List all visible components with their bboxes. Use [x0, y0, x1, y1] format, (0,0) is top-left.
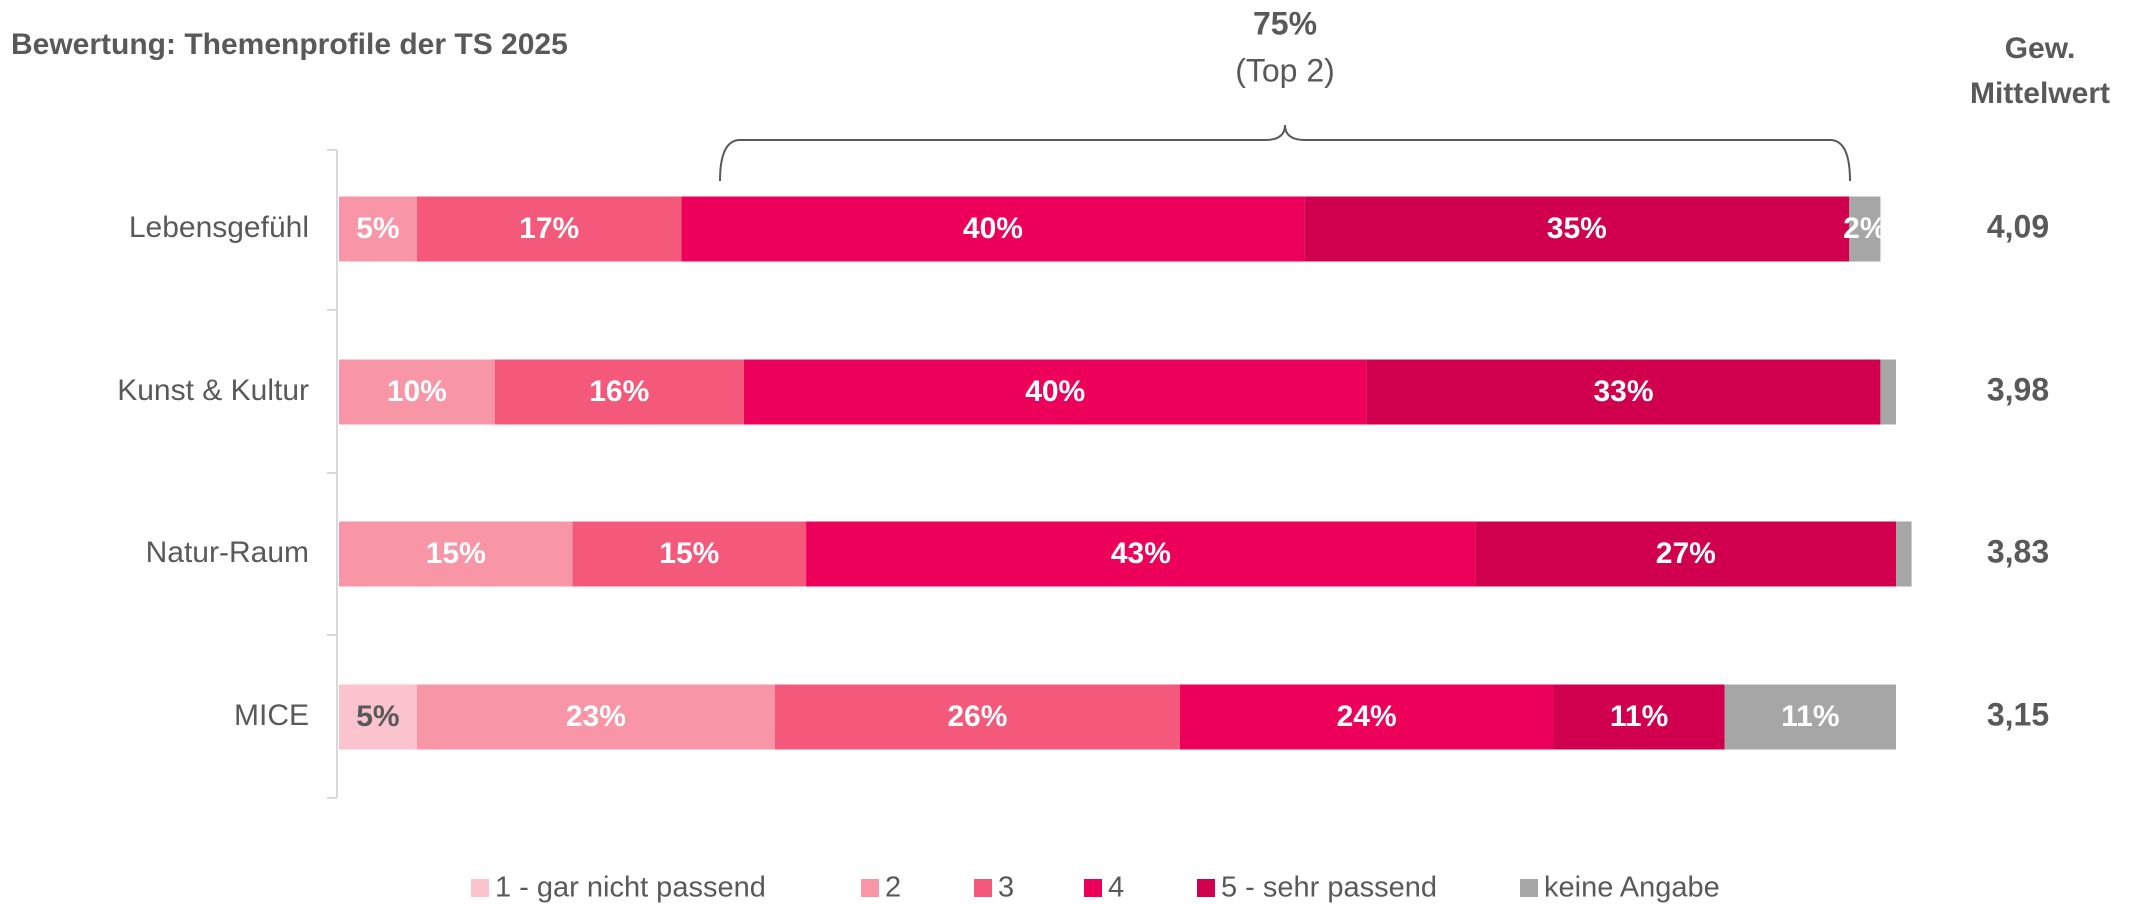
bar-segment	[1896, 521, 1912, 587]
bar-segment	[339, 684, 417, 750]
legend-swatch	[861, 879, 879, 897]
bar-segment	[774, 684, 1180, 750]
data-label: 40%	[1025, 375, 1085, 408]
bar-segment	[1724, 684, 1896, 750]
legend-swatch	[974, 879, 992, 897]
bar-segment	[572, 521, 807, 587]
category-label: MICE	[234, 699, 309, 732]
category-label: Lebensgefühl	[129, 211, 309, 244]
data-label: 5%	[356, 212, 399, 245]
bar-segment	[494, 359, 744, 425]
data-label: 2%	[1843, 212, 1886, 245]
bar-segment	[681, 196, 1305, 262]
bar-segment	[1849, 196, 1881, 262]
mean-value: 3,83	[1987, 533, 2049, 569]
category-label: Kunst & Kultur	[117, 374, 309, 407]
bar-segment	[1366, 359, 1881, 425]
legend-swatch	[471, 879, 489, 897]
mean-value: 3,15	[1987, 696, 2049, 732]
legend-swatch	[1520, 879, 1538, 897]
brace	[719, 124, 1851, 182]
data-label: 17%	[519, 212, 579, 245]
data-label: 16%	[589, 375, 649, 408]
bar-segment	[339, 359, 495, 425]
legend-label: 3	[998, 872, 1014, 904]
mean-header: Gew.	[2005, 32, 2076, 65]
bar-segment	[339, 521, 573, 587]
bar-segment	[806, 521, 1476, 587]
mean-header: Mittelwert	[1970, 77, 2110, 110]
bar-segment	[339, 196, 417, 262]
data-label: 26%	[947, 700, 1007, 733]
data-label: 27%	[1656, 537, 1716, 570]
data-label: 10%	[387, 375, 447, 408]
data-label: 33%	[1594, 375, 1654, 408]
bar-segment	[416, 196, 682, 262]
legend-label: 5 - sehr passend	[1221, 872, 1437, 904]
annotation-text: (Top 2)	[1235, 52, 1335, 88]
data-label: 23%	[566, 700, 626, 733]
data-label: 15%	[659, 537, 719, 570]
bar-segment	[1553, 684, 1725, 750]
annotation-value: 75%	[1253, 5, 1317, 41]
data-label: 15%	[426, 537, 486, 570]
data-label: 11%	[1781, 700, 1839, 733]
data-label: 11%	[1610, 700, 1668, 733]
category-label: Natur-Raum	[146, 536, 309, 569]
legend-label: 1 - gar nicht passend	[495, 872, 766, 904]
data-label: 24%	[1337, 700, 1397, 733]
legend-label: keine Angabe	[1544, 872, 1720, 904]
data-label: 5%	[356, 700, 399, 733]
legend-label: 4	[1108, 872, 1124, 904]
data-label: 40%	[963, 212, 1023, 245]
mean-value: 4,09	[1987, 208, 2049, 244]
mean-value: 3,98	[1987, 371, 2049, 407]
bar-segment	[1179, 684, 1554, 750]
bar-segment	[1880, 359, 1896, 425]
bar-segment	[1475, 521, 1896, 587]
bar-segment	[416, 684, 775, 750]
chart-title: Bewertung: Themenprofile der TS 2025	[11, 28, 568, 61]
legend-swatch	[1084, 879, 1102, 897]
legend-label: 2	[885, 872, 901, 904]
data-label: 35%	[1547, 212, 1607, 245]
bar-segment	[1304, 196, 1850, 262]
data-label: 43%	[1111, 537, 1171, 570]
legend-swatch	[1197, 879, 1215, 897]
bar-segment	[743, 359, 1367, 425]
